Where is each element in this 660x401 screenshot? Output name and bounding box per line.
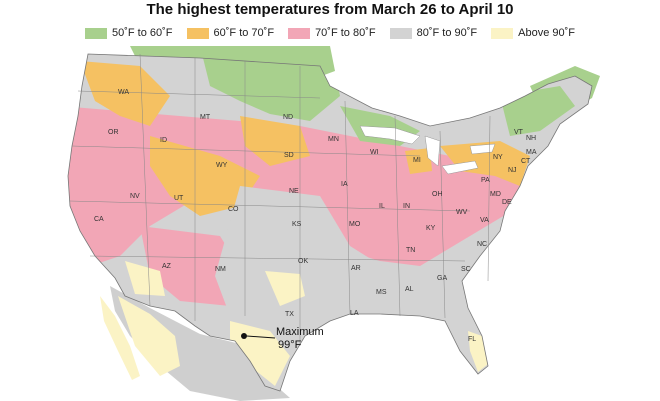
state-label-nv: NV [130,193,140,200]
legend-label-above-90: Above 90˚F [518,27,575,39]
legend-label-70-80: 70˚F to 80˚F [315,27,376,39]
state-label-ks: KS [292,221,302,228]
state-label-ms: MS [376,289,387,296]
zone-yellow-west-texas [265,271,305,306]
legend-swatch-70-80 [288,27,311,39]
state-label-vt: VT [514,129,524,136]
state-label-ny: NY [493,154,503,161]
map-title: The highest temperatures from March 26 t… [146,1,514,18]
state-label-ut: UT [174,195,184,202]
zone-orange-northeast [440,141,530,186]
mexico-land [110,286,290,401]
state-label-ma: MA [526,149,537,156]
legend-swatch-above-90 [491,27,514,39]
state-label-in: IN [403,203,410,210]
zone-orange-michigan [405,148,432,174]
state-label-wi: WI [370,149,379,156]
state-label-or: OR [108,129,119,136]
legend-label-80-90: 80˚F to 90˚F [416,27,478,39]
state-label-nc: NC [477,241,487,248]
zone-gray-plains [215,186,470,346]
state-label-sc: SC [461,266,471,273]
legend-item-60-70: 60˚F to 70˚F [186,25,275,41]
state-label-tx: TX [285,311,294,318]
state-label-id: ID [160,137,167,144]
state-label-mo: MO [349,221,361,228]
state-label-mn: MN [328,136,339,143]
state-label-ga: GA [437,275,447,282]
legend-label-50-60: 50˚F to 60˚F [112,27,173,39]
state-label-ct: CT [521,158,531,165]
legend-swatch-50-60 [85,27,107,39]
temperature-map: WA MT ND OR ID SD MN WY WI MI VT NH NY M… [67,46,600,401]
legend-item-50-60: 50˚F to 60˚F [85,25,173,41]
state-labels: WA MT ND OR ID SD MN WY WI MI VT NH NY M… [94,89,537,343]
state-label-md: MD [490,191,501,198]
maximum-marker [241,333,247,339]
state-label-nh: NH [526,135,536,142]
maximum-value: 99°F [278,339,302,351]
state-label-mi: MI [413,157,421,164]
state-label-wv: WV [456,209,468,216]
state-label-oh: OH [432,191,443,198]
state-label-tn: TN [406,247,415,254]
state-label-co: CO [228,206,239,213]
state-label-pa: PA [481,177,490,184]
legend-item-70-80: 70˚F to 80˚F [288,25,376,41]
zone-orange-northwest [80,61,170,126]
legend: 50˚F to 60˚F 60˚F to 70˚F 70˚F to 80˚F 8… [0,25,660,41]
great-lakes [359,125,496,175]
state-label-ne: NE [289,188,299,195]
state-borders [69,53,491,346]
state-label-az: AZ [162,263,172,270]
state-label-nj: NJ [508,167,517,174]
legend-label-60-70: 60˚F to 70˚F [213,27,275,39]
maximum-label: Maximum [276,326,324,338]
state-label-al: AL [405,286,414,293]
legend-item-above-90: Above 90˚F [491,25,575,41]
zone-orange-dakotas [240,116,310,166]
state-label-wa: WA [118,89,129,96]
baja-peninsula [100,296,140,380]
mexico-warm-area [118,296,180,376]
state-label-wy: WY [216,162,228,169]
state-label-il: IL [379,203,385,210]
state-label-ia: IA [341,181,348,188]
zone-orange-rockies [150,136,260,216]
state-label-nm: NM [215,266,226,273]
state-label-de: DE [502,199,512,206]
zone-green-new-england [500,86,575,136]
legend-item-80-90: 80˚F to 90˚F [389,25,478,41]
state-label-ar: AR [351,265,361,272]
state-label-la: LA [350,310,359,317]
us-outline [67,53,593,392]
state-label-ok: OK [298,258,308,265]
state-label-va: VA [480,217,489,224]
state-label-ca: CA [94,216,104,223]
state-label-sd: SD [284,152,294,159]
state-label-ky: KY [426,225,436,232]
state-label-mt: MT [200,114,211,121]
state-label-fl: FL [468,336,476,343]
zone-yellow-arizona [125,261,165,296]
state-label-nd: ND [283,114,293,121]
legend-swatch-60-70 [186,27,209,39]
legend-swatch-80-90 [389,27,412,39]
maximum-leader-line [246,335,276,339]
